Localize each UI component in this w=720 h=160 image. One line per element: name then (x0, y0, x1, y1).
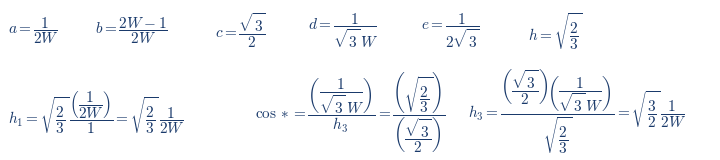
Text: $a = \dfrac{1}{2W}$: $a = \dfrac{1}{2W}$ (8, 16, 59, 47)
Text: $\cos * = \dfrac{\left(\dfrac{1}{\sqrt{3}\,W}\right)}{h_3} = \dfrac{\left(\sqrt{: $\cos * = \dfrac{\left(\dfrac{1}{\sqrt{3… (254, 70, 445, 155)
Text: $e = \dfrac{1}{2\sqrt{3}}$: $e = \dfrac{1}{2\sqrt{3}}$ (421, 12, 480, 51)
Text: $h_1 = \sqrt{\dfrac{2}{3}}\,\dfrac{\left(\dfrac{1}{2W}\right)}{1} = \sqrt{\dfrac: $h_1 = \sqrt{\dfrac{2}{3}}\,\dfrac{\left… (8, 89, 185, 136)
Text: $d = \dfrac{1}{\sqrt{3}\,W}$: $d = \dfrac{1}{\sqrt{3}\,W}$ (307, 12, 378, 51)
Text: $c = \dfrac{\sqrt{3}}{2}$: $c = \dfrac{\sqrt{3}}{2}$ (215, 12, 265, 50)
Text: $h = \sqrt{\dfrac{2}{3}}$: $h = \sqrt{\dfrac{2}{3}}$ (528, 11, 582, 52)
Text: $b = \dfrac{2W-1}{2W}$: $b = \dfrac{2W-1}{2W}$ (94, 16, 167, 47)
Text: $h_3 = \dfrac{\left(\dfrac{\sqrt{3}}{2}\right)\!\left(\dfrac{1}{\sqrt{3}\,W}\rig: $h_3 = \dfrac{\left(\dfrac{\sqrt{3}}{2}\… (468, 68, 686, 156)
